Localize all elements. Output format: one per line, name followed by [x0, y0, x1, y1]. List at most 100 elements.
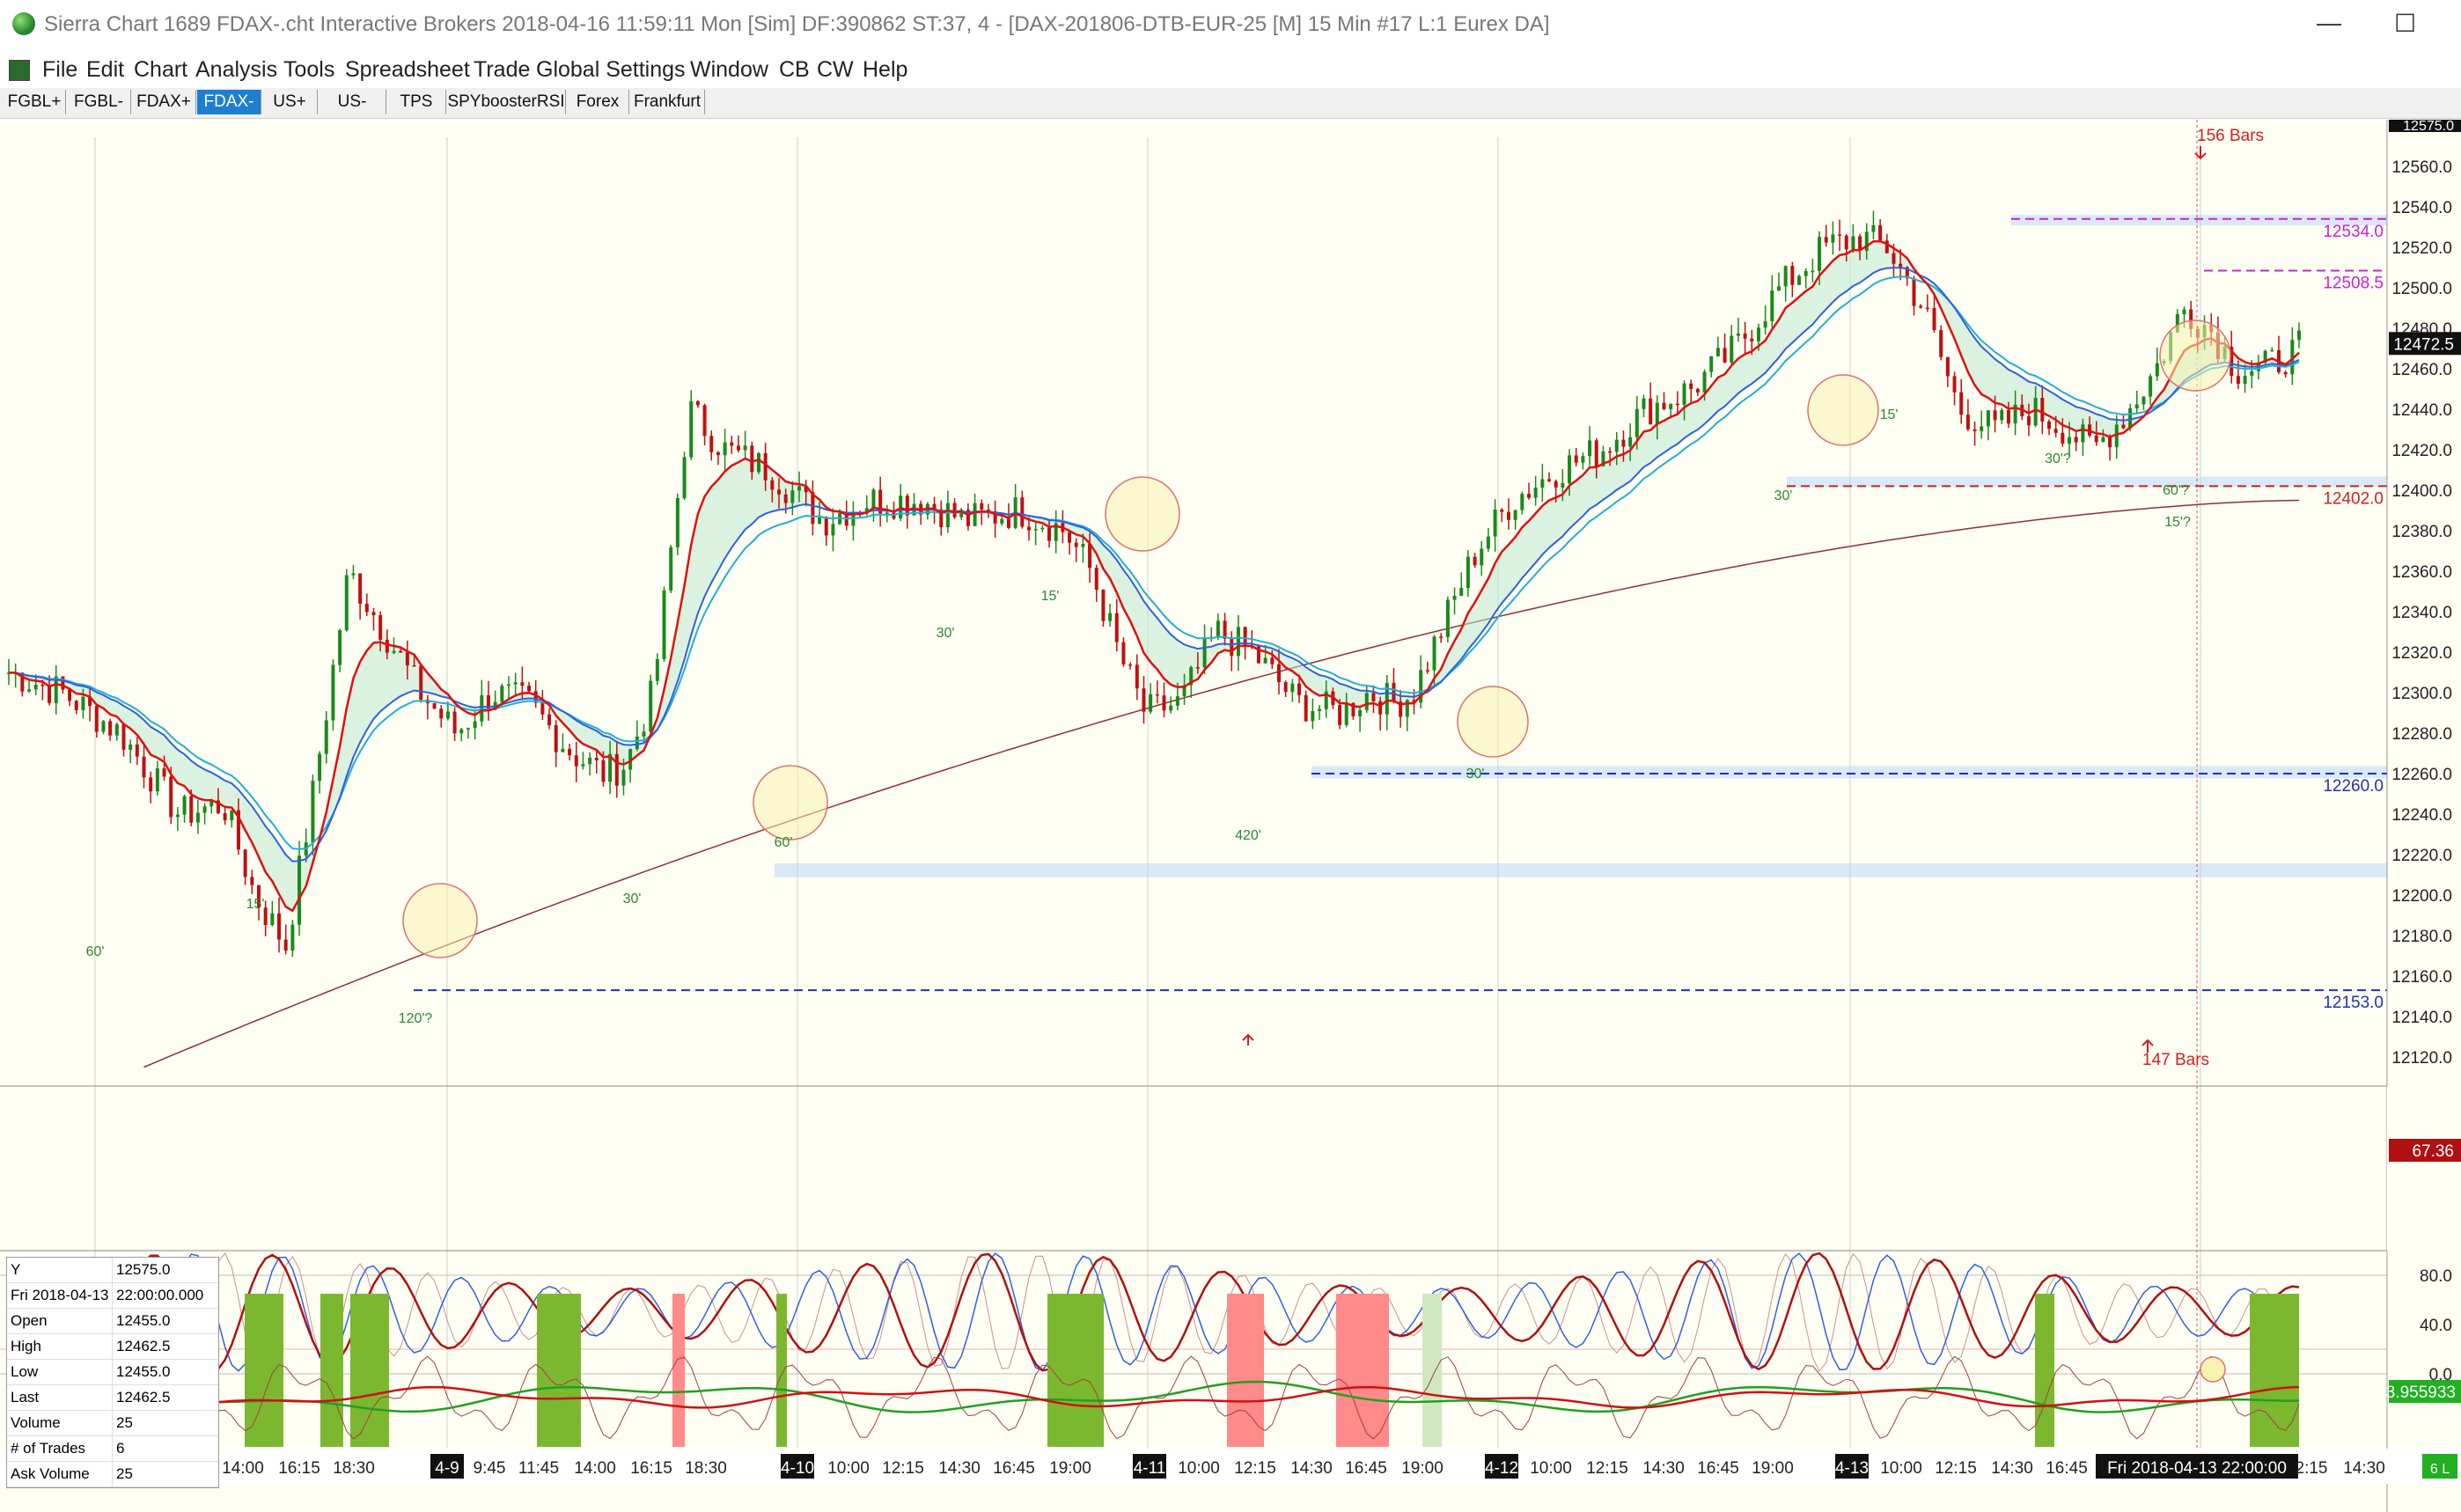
candle-body [175, 814, 180, 818]
chart-canvas[interactable]: 12534.0 12508.5 12402.0 12260.0 12153.0 1256… [0, 120, 2461, 1512]
menu-spreadsheet[interactable]: Spreadsheet [345, 57, 470, 82]
lower-red-line [8, 1385, 2300, 1409]
chart-window-icon[interactable] [9, 60, 30, 81]
bar-count-bottom-label: 147 Bars [2142, 1051, 2209, 1069]
candle-body [1364, 693, 1369, 710]
candle-body [1182, 685, 1186, 697]
tab-frankfurt[interactable]: Frankfurt [630, 90, 705, 114]
time-axis-tick-label: 12:15 [1586, 1459, 1628, 1478]
candle-body [1399, 701, 1403, 717]
data-window-key: Ask Volume [7, 1462, 113, 1486]
candle-body [513, 682, 518, 685]
time-axis-date-badge [1835, 1454, 1869, 1479]
menu-chart[interactable]: Chart [134, 57, 188, 82]
candle-body [790, 490, 795, 503]
candle-body [1344, 702, 1348, 725]
signal-zone [245, 1294, 283, 1447]
candle-body [1730, 335, 1734, 363]
chart-background [0, 120, 2461, 1512]
candle-body [1621, 439, 1626, 447]
candle-body [2013, 404, 2017, 424]
price-tick-label: 12360.0 [2391, 563, 2452, 582]
candle-body [1675, 403, 1679, 406]
timeframe-label: 30' [623, 892, 642, 906]
tab-us-minus[interactable]: US- [319, 90, 386, 114]
candle-body [1797, 275, 1802, 285]
candle-body [1088, 543, 1092, 569]
candle-body [1669, 403, 1673, 409]
candle-body [1628, 437, 1633, 447]
title-bar: Sierra Chart 1689 FDAX-.cht Interactive … [0, 0, 2461, 53]
candle-body [2114, 424, 2119, 448]
data-window-key: Volume [7, 1411, 113, 1435]
price-tick-label: 12460.0 [2391, 361, 2452, 379]
menu-window[interactable]: Window [690, 57, 768, 82]
candle-body [94, 706, 99, 732]
candle-body [1892, 253, 1896, 264]
menu-tools[interactable]: Tools [283, 57, 335, 82]
candle-body [2040, 398, 2045, 422]
tab-fdax-plus[interactable]: FDAX+ [132, 90, 196, 114]
candle-body [1864, 231, 1869, 251]
candle-body [2000, 409, 2004, 421]
tab-spybooster-rsi[interactable]: SPYboosterRSI [447, 90, 566, 114]
swing-circle-marker [2159, 319, 2231, 392]
candle-body [1851, 236, 1855, 250]
minimize-button[interactable]: — [2317, 9, 2341, 36]
tab-us-plus[interactable]: US+ [262, 90, 318, 114]
candle-body [1513, 510, 1517, 520]
timeframe-label: 60'? [2163, 483, 2189, 498]
arrow-up-icon [2141, 1039, 2154, 1053]
menu-global-settings[interactable]: Global Settings [536, 57, 686, 82]
candle-body [1276, 664, 1281, 683]
level-label: 12153.0 [2323, 994, 2384, 1012]
candle-body [1439, 636, 1444, 638]
menu-help[interactable]: Help [863, 57, 908, 82]
candle-body [2236, 376, 2240, 385]
time-axis-background [0, 1449, 2461, 1484]
candle-body [298, 855, 302, 925]
candle-body [588, 758, 592, 765]
tab-tps[interactable]: TPS [387, 90, 446, 114]
menu-cw[interactable]: CW [817, 57, 854, 82]
candle-body [675, 498, 680, 547]
price-chart-area[interactable]: 12534.0 12508.5 12402.0 12260.0 12153.0 1256… [0, 120, 2461, 1512]
candle-body [1649, 398, 1653, 425]
candle-body [1230, 638, 1234, 657]
support-zone-12262 [1311, 766, 2387, 779]
candle-body [1702, 371, 1707, 393]
osc-tick-label: 0.0 [2429, 1366, 2452, 1384]
menu-trade[interactable]: Trade [474, 57, 531, 82]
tab-fgbl-minus[interactable]: FGBL- [67, 90, 131, 114]
data-window-row: Low 12455.0 [7, 1360, 218, 1385]
time-axis-date-label: 4-11 [1134, 1459, 1166, 1478]
candle-body [649, 680, 653, 732]
candle-body [1283, 682, 1288, 693]
candle-body [689, 400, 694, 458]
candle-body [135, 744, 139, 757]
menu-edit[interactable]: Edit [86, 57, 125, 82]
candle-body [1533, 488, 1538, 498]
data-window-value: 6 [116, 1440, 125, 1457]
timeframe-label: 30' [1774, 488, 1793, 503]
menu-analysis[interactable]: Analysis [195, 57, 278, 82]
tab-fgbl-plus[interactable]: FGBL+ [4, 90, 66, 114]
candle-body [1763, 321, 1767, 328]
price-tick-label: 12120.0 [2391, 1049, 2452, 1068]
candle-body [1736, 334, 1740, 336]
data-window-row: Fri 2018-04-13 22:00:00.000 [7, 1283, 218, 1309]
tab-forex[interactable]: Forex [567, 90, 629, 114]
data-window-value: 12462.5 [116, 1338, 171, 1354]
candle-body [655, 658, 659, 681]
candle-body [770, 480, 775, 490]
candle-body [1899, 263, 1903, 268]
candle-body [1932, 307, 1936, 331]
bar-count-top-label: 156 Bars [2197, 127, 2264, 145]
maximize-button[interactable]: ☐ [2394, 10, 2417, 37]
menu-file[interactable]: File [42, 57, 78, 82]
menu-cb[interactable]: CB [779, 57, 810, 82]
price-tick-label: 12400.0 [2391, 482, 2452, 501]
timeframe-label: 420' [1235, 828, 1261, 843]
window-title: Sierra Chart 1689 FDAX-.cht Interactive … [44, 12, 1550, 36]
tab-fdax-minus[interactable]: FDAX- [197, 90, 261, 114]
